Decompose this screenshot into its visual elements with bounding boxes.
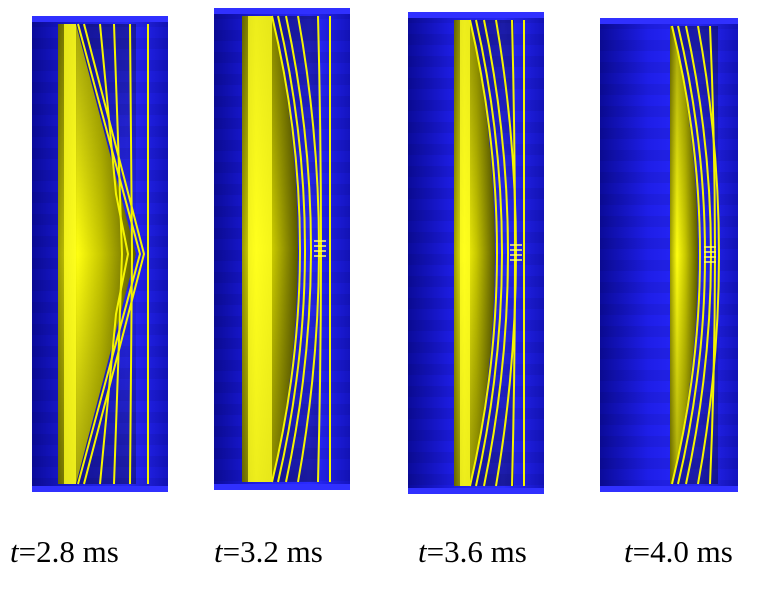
tank-band	[600, 480, 738, 491]
caption-1-symbol: t	[10, 534, 19, 569]
caption-1-value: =2.8 ms	[18, 534, 119, 569]
wave-front-line	[697, 25, 720, 485]
wave-front-line	[677, 25, 706, 485]
tank-band	[600, 150, 738, 161]
tank-band	[600, 458, 738, 469]
wave-front-line	[685, 25, 712, 485]
bright-strip	[248, 16, 272, 482]
tank-top-cap	[214, 8, 350, 14]
simulation-image-3	[408, 12, 544, 494]
simulation-image-4	[600, 18, 738, 492]
tank-bottom-cap	[408, 488, 544, 494]
wave-front-line	[277, 15, 306, 483]
wave-front-line	[129, 23, 134, 485]
tank-band	[600, 282, 738, 293]
caption-2-value: =3.2 ms	[222, 534, 323, 569]
wave-front-line	[99, 23, 130, 485]
tank-band	[600, 370, 738, 381]
panel-1	[32, 16, 168, 492]
tank-band	[600, 436, 738, 447]
wave-front-line	[671, 25, 701, 485]
tank-band	[600, 348, 738, 359]
caption-2-symbol: t	[214, 534, 223, 569]
wave-front-line	[113, 23, 124, 485]
wave-front-line	[285, 15, 312, 483]
wave-front-line	[271, 15, 301, 483]
tank-band	[600, 62, 738, 73]
tank-band	[600, 194, 738, 205]
tank-band	[600, 40, 738, 51]
simulation-image-2	[214, 8, 350, 490]
wave-front-line	[511, 19, 516, 487]
tank-bottom-cap	[600, 486, 738, 492]
caption-3: t=3.6 ms	[418, 534, 527, 570]
wave-front-line	[297, 15, 320, 483]
wave-front-line	[77, 23, 142, 485]
bright-strip	[460, 20, 470, 486]
tank-bottom-cap	[32, 486, 168, 492]
caption-3-symbol: t	[418, 534, 427, 569]
bright-strip	[64, 24, 76, 484]
tank-top-cap	[32, 16, 168, 22]
panel-3	[408, 12, 544, 494]
tank-band	[600, 84, 738, 95]
tank-band	[600, 414, 738, 425]
tank-band	[600, 238, 738, 249]
tank-top-cap	[408, 12, 544, 18]
wave-front-line	[709, 25, 716, 485]
caption-1: t=2.8 ms	[10, 534, 119, 570]
caption-3-value: =3.6 ms	[426, 534, 527, 569]
caption-4-symbol: t	[624, 534, 633, 569]
caption-2: t=3.2 ms	[214, 534, 323, 570]
simulation-image-1	[32, 16, 168, 492]
caption-4: t=4.0 ms	[624, 534, 733, 570]
tank-band	[600, 326, 738, 337]
caption-4-value: =4.0 ms	[632, 534, 733, 569]
wave-front-line	[475, 19, 503, 487]
panel-4	[600, 18, 738, 492]
wave-front-line	[469, 19, 498, 487]
wave-front-line	[317, 15, 322, 483]
wave-front-line	[483, 19, 509, 487]
tank-band	[600, 392, 738, 403]
wave-front-line	[83, 23, 146, 485]
tank-band	[600, 304, 738, 315]
tank-bottom-cap	[214, 484, 350, 490]
tank-band	[600, 216, 738, 227]
tank-band	[600, 260, 738, 271]
tank-band	[600, 128, 738, 139]
tank-band	[600, 106, 738, 117]
panel-2	[214, 8, 350, 490]
tank-top-cap	[600, 18, 738, 24]
tank-band	[600, 172, 738, 183]
